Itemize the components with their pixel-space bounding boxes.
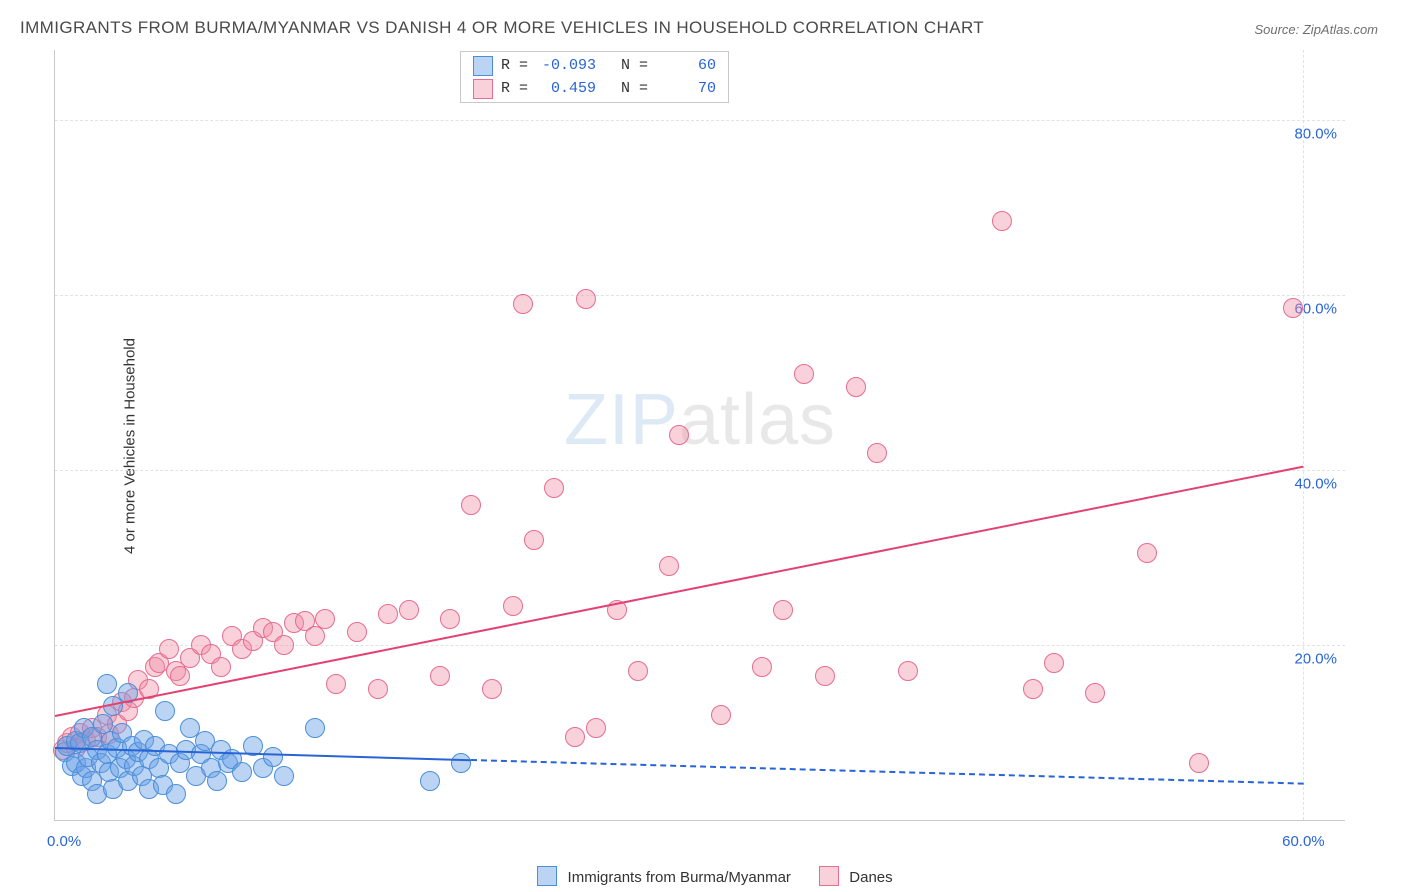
scatter-point-danes <box>430 666 450 686</box>
stat-label-r: R = <box>501 77 528 100</box>
y-tick-label: 40.0% <box>1294 476 1337 493</box>
scatter-point-danes <box>305 626 325 646</box>
scatter-point-danes <box>711 705 731 725</box>
legend-bottom: Immigrants from Burma/Myanmar Danes <box>0 866 1406 886</box>
scatter-point-danes <box>159 639 179 659</box>
stat-label-n: N = <box>621 54 648 77</box>
scatter-point-danes <box>773 600 793 620</box>
stat-n-series-a: 60 <box>656 54 716 77</box>
scatter-point-burma <box>274 766 294 786</box>
scatter-point-danes <box>524 530 544 550</box>
scatter-point-danes <box>1189 753 1209 773</box>
scatter-point-danes <box>378 604 398 624</box>
y-gridline <box>55 295 1345 296</box>
scatter-point-danes <box>659 556 679 576</box>
scatter-point-danes <box>347 622 367 642</box>
legend-label-b: Danes <box>849 869 892 886</box>
scatter-point-burma <box>155 701 175 721</box>
scatter-point-danes <box>669 425 689 445</box>
scatter-point-danes <box>170 666 190 686</box>
x-origin-label: 0.0% <box>47 833 81 850</box>
swatch-series-a <box>473 56 493 76</box>
legend-swatch-a <box>537 866 557 886</box>
scatter-point-danes <box>867 443 887 463</box>
stat-r-series-a: -0.093 <box>536 54 596 77</box>
scatter-point-danes <box>274 635 294 655</box>
stat-label-n: N = <box>621 77 648 100</box>
scatter-point-danes <box>1137 543 1157 563</box>
scatter-point-danes <box>544 478 564 498</box>
scatter-point-burma <box>451 753 471 773</box>
scatter-point-danes <box>565 727 585 747</box>
scatter-point-danes <box>1085 683 1105 703</box>
scatter-point-danes <box>368 679 388 699</box>
stats-row-series-b: R = 0.459 N = 70 <box>473 77 716 100</box>
scatter-point-burma <box>207 771 227 791</box>
scatter-point-danes <box>326 674 346 694</box>
scatter-point-burma <box>263 747 283 767</box>
plot-area: ZIPatlas R = -0.093 N = 60 R = 0.459 N =… <box>54 50 1345 821</box>
scatter-point-burma <box>97 674 117 694</box>
x-tick-label: 60.0% <box>1282 833 1325 850</box>
scatter-point-danes <box>211 657 231 677</box>
y-tick-label: 80.0% <box>1294 126 1337 143</box>
regression-line-danes <box>55 466 1304 717</box>
scatter-point-danes <box>1283 298 1303 318</box>
y-gridline <box>55 120 1345 121</box>
scatter-point-danes <box>586 718 606 738</box>
x-gridline <box>1303 50 1304 820</box>
scatter-point-danes <box>794 364 814 384</box>
scatter-point-burma <box>232 762 252 782</box>
y-gridline <box>55 470 1345 471</box>
scatter-point-danes <box>815 666 835 686</box>
stat-r-series-b: 0.459 <box>536 77 596 100</box>
scatter-point-danes <box>513 294 533 314</box>
scatter-point-danes <box>898 661 918 681</box>
scatter-point-danes <box>576 289 596 309</box>
regression-line-burma-extrapolated <box>471 759 1303 785</box>
scatter-point-danes <box>628 661 648 681</box>
chart-container: IMMIGRANTS FROM BURMA/MYANMAR VS DANISH … <box>0 0 1406 892</box>
legend-label-a: Immigrants from Burma/Myanmar <box>568 869 791 886</box>
chart-title: IMMIGRANTS FROM BURMA/MYANMAR VS DANISH … <box>20 18 984 38</box>
scatter-point-danes <box>482 679 502 699</box>
scatter-point-danes <box>440 609 460 629</box>
scatter-point-danes <box>315 609 335 629</box>
scatter-point-burma <box>305 718 325 738</box>
legend-swatch-b <box>819 866 839 886</box>
scatter-point-danes <box>399 600 419 620</box>
stat-label-r: R = <box>501 54 528 77</box>
scatter-point-danes <box>461 495 481 515</box>
source-attribution: Source: ZipAtlas.com <box>1254 22 1378 37</box>
y-tick-label: 20.0% <box>1294 651 1337 668</box>
stats-row-series-a: R = -0.093 N = 60 <box>473 54 716 77</box>
scatter-point-danes <box>752 657 772 677</box>
scatter-point-danes <box>992 211 1012 231</box>
scatter-point-burma <box>166 784 186 804</box>
correlation-stats-box: R = -0.093 N = 60 R = 0.459 N = 70 <box>460 51 729 103</box>
scatter-point-danes <box>503 596 523 616</box>
scatter-point-danes <box>846 377 866 397</box>
scatter-point-danes <box>1044 653 1064 673</box>
scatter-point-burma <box>420 771 440 791</box>
watermark-thin: atlas <box>679 380 836 460</box>
scatter-point-danes <box>1023 679 1043 699</box>
watermark: ZIPatlas <box>564 379 836 461</box>
stat-n-series-b: 70 <box>656 77 716 100</box>
watermark-bold: ZIP <box>564 380 679 460</box>
swatch-series-b <box>473 79 493 99</box>
